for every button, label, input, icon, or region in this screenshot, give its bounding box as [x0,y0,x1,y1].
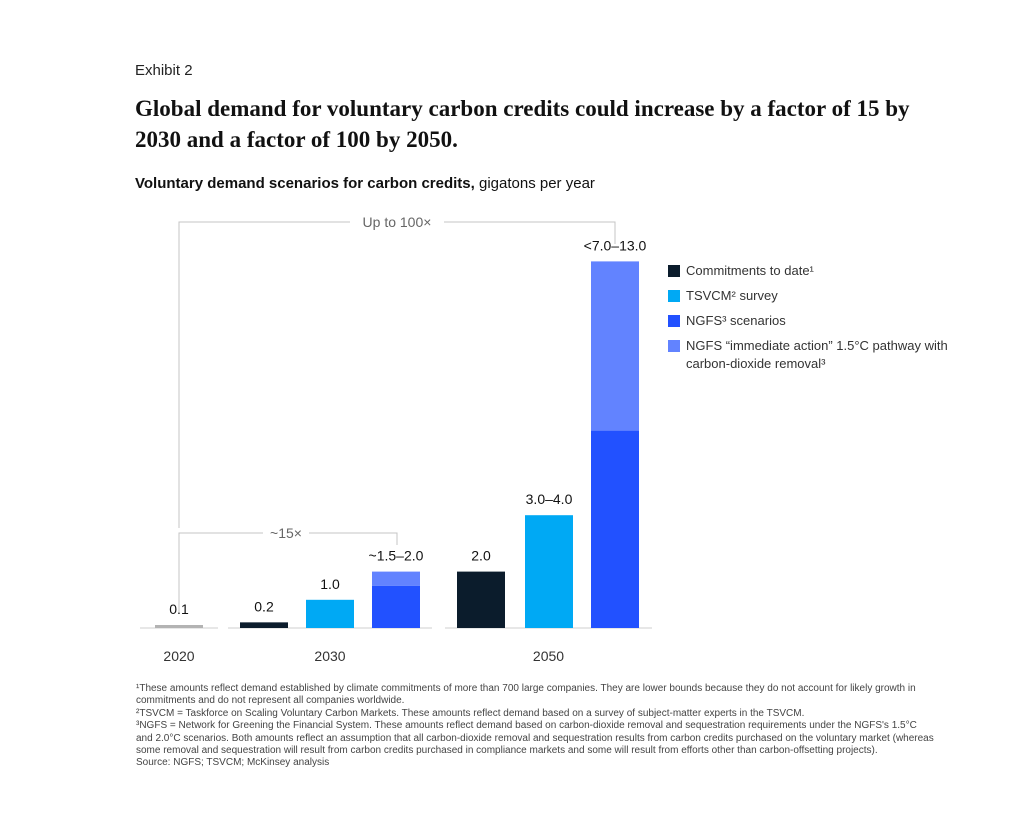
legend-item-ngfs: NGFS³ scenarios [668,312,968,330]
legend-item-tsvcm: TSVCM² survey [668,287,968,305]
data-label-2030-commitments: 0.2 [254,598,274,614]
x-tick-label-2020: 2020 [163,648,194,664]
legend-label-ngfs: NGFS³ scenarios [686,313,786,328]
bar-2050-ngfs-seg0 [591,430,639,628]
legend-swatch-tsvcm [668,290,680,302]
bar-2050-tsvcm-seg0 [525,515,573,628]
footnote-1: ¹These amounts reflect demand establishe… [136,683,916,707]
data-label-2030-ngfs: ~1.5–2.0 [369,548,424,564]
bracket-label-0: ~15× [270,525,302,541]
bar-2020-commitments-seg0 [155,625,203,628]
legend-item-commitments: Commitments to date¹ [668,262,968,280]
x-tick-label-2030: 2030 [314,648,345,664]
footnote-3: ³NGFS = Network for Greening the Financi… [136,720,934,757]
legend-label-tsvcm: TSVCM² survey [686,288,778,303]
bar-2050-commitments-seg0 [457,571,505,628]
legend-swatch-commitments [668,265,680,277]
chart-legend: Commitments to date¹ TSVCM² survey NGFS³… [668,262,968,380]
bracket-right-1 [444,221,616,244]
x-tick-label-2050: 2050 [533,648,564,664]
legend-label-ngfs-immediate: NGFS “immediate action” 1.5°C pathway wi… [686,338,948,371]
bar-2030-ngfs-seg0 [372,585,420,628]
subtitle-main: Voluntary demand scenarios for carbon cr… [135,175,475,192]
bracket-left-1 [178,221,350,528]
data-label-2030-tsvcm: 1.0 [320,576,340,592]
legend-item-ngfs-immediate: NGFS “immediate action” 1.5°C pathway wi… [668,337,968,373]
bar-2030-tsvcm-seg0 [306,599,354,628]
bracket-left-0 [178,532,263,612]
legend-label-commitments: Commitments to date¹ [686,263,814,278]
data-label-2050-tsvcm: 3.0–4.0 [526,491,573,507]
footnote-2: ²TSVCM = Taskforce on Scaling Voluntary … [136,707,805,719]
bracket-right-0 [309,532,398,545]
chart-title: Global demand for voluntary carbon credi… [135,96,910,152]
footnotes: ¹These amounts reflect demand establishe… [136,683,936,770]
legend-swatch-ngfs [668,315,680,327]
legend-swatch-ngfs-immediate [668,340,680,352]
data-label-2050-ngfs: <7.0–13.0 [584,237,647,253]
bar-2050-ngfs-seg1 [591,261,639,431]
bar-2030-ngfs-seg1 [372,571,420,586]
data-label-2050-commitments: 2.0 [471,548,491,564]
source-note: Source: NGFS; TSVCM; McKinsey analysis [136,757,330,769]
bracket-label-1: Up to 100× [363,214,432,230]
exhibit-label: Exhibit 2 [135,62,193,79]
subtitle-unit: gigatons per year [474,175,595,192]
bar-2030-commitments-seg0 [240,622,288,628]
chart-subtitle: Voluntary demand scenarios for carbon cr… [135,175,595,192]
